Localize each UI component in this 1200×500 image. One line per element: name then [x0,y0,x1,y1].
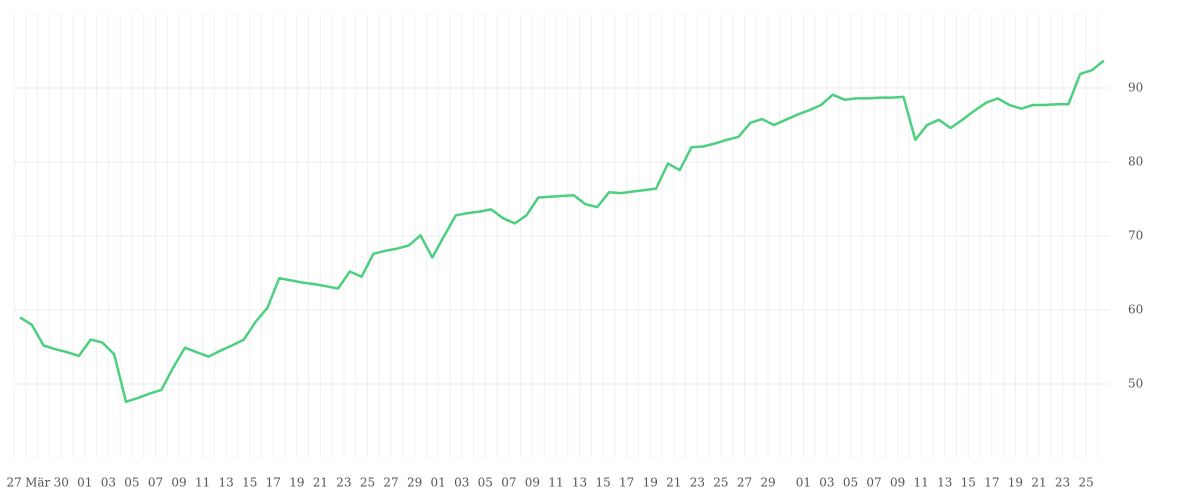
y-tick-label: 90 [1128,81,1143,95]
x-tick-label: 09 [890,476,905,490]
x-tick-label: 07 [501,476,516,490]
x-tick-label: 29 [407,476,422,490]
x-tick-label: 19 [1008,476,1023,490]
x-tick-label: 27 [737,476,752,490]
x-tick-label: 11 [195,476,210,490]
y-tick-label: 80 [1128,155,1143,169]
x-tick-label: 11 [914,476,929,490]
x-tick-label: 15 [961,476,976,490]
x-tick-label: 13 [219,476,234,490]
x-tick-label: 29 [760,476,775,490]
x-tick-label: 25 [1078,476,1093,490]
x-tick-label: 11 [548,476,563,490]
x-tick-label: 01 [796,476,811,490]
x-tick-label: 05 [478,476,493,490]
x-tick-label: 09 [171,476,186,490]
x-tick-label: 13 [937,476,952,490]
x-tick-label: 01 [431,476,446,490]
x-tick-label: 17 [619,476,634,490]
x-tick-label: 19 [289,476,304,490]
x-tick-label: 17 [984,476,999,490]
x-tick-label: 05 [843,476,858,490]
x-tick-label: 25 [713,476,728,490]
x-tick-label: 19 [643,476,658,490]
x-tick-label: 25 [360,476,375,490]
x-tick-label: 07 [866,476,881,490]
x-tick-label: 27 [383,476,398,490]
x-tick-label: 27 [6,476,21,490]
x-tick-label: 05 [124,476,139,490]
y-tick-label: 70 [1128,229,1143,243]
x-tick-label: 15 [242,476,257,490]
x-tick-label: 03 [819,476,834,490]
x-tick-label: 01 [77,476,92,490]
x-tick-label: 23 [690,476,705,490]
x-tick-label: 21 [1031,476,1046,490]
x-tick-label: 13 [572,476,587,490]
x-tick-label: 09 [525,476,540,490]
x-tick-label: 23 [336,476,351,490]
x-tick-label: 23 [1055,476,1070,490]
line-series [19,59,1105,404]
x-tick-label: 03 [101,476,116,490]
x-tick-label: 21 [666,476,681,490]
x-tick-label: 30 [54,476,69,490]
x-tick-label: 21 [313,476,328,490]
x-tick-label: 17 [266,476,281,490]
x-tick-label: 03 [454,476,469,490]
y-tick-label: 60 [1128,303,1143,317]
x-tick-label: Mär [25,476,50,490]
y-tick-label: 50 [1128,377,1143,391]
x-tick-label: 15 [595,476,610,490]
x-tick-label: 07 [148,476,163,490]
